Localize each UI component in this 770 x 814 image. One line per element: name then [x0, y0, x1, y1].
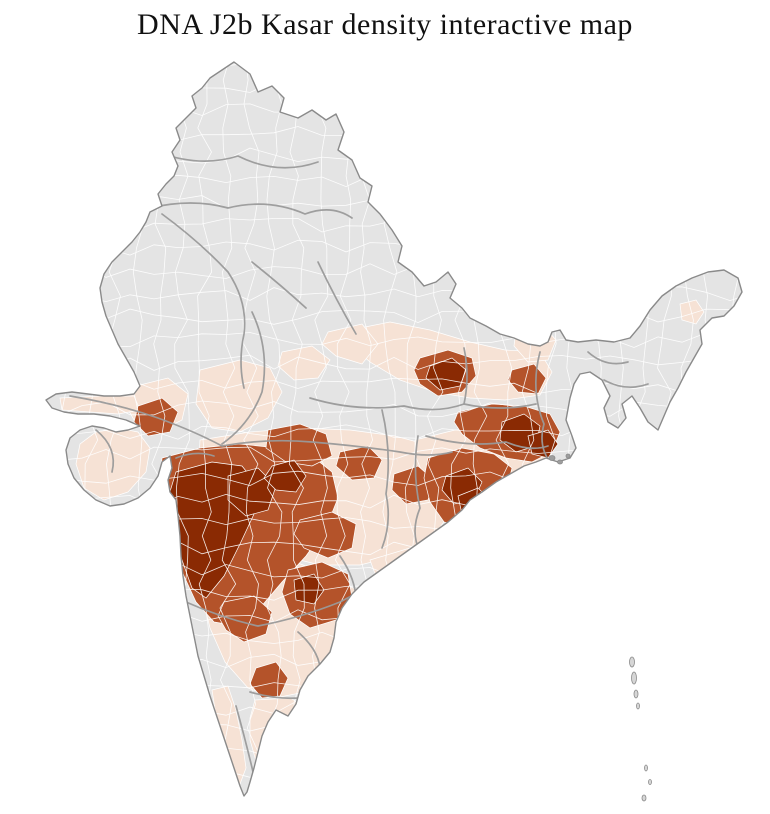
map-region-bihar-dark[interactable] [425, 357, 467, 391]
map-region-rajasthan-southeast[interactable] [195, 359, 283, 433]
island [644, 764, 648, 772]
map-region-vidarbha-spot[interactable] [335, 445, 383, 481]
state-borders [69, 151, 649, 777]
india-outline [45, 61, 743, 797]
delta-islet [557, 459, 563, 465]
island [629, 656, 635, 668]
island [648, 779, 652, 785]
map-region-ahmednagar-lobe[interactable] [227, 467, 277, 517]
page-title: DNA J2b Kasar density interactive map [137, 8, 633, 41]
island [631, 671, 637, 685]
map-region-assam-dot[interactable] [679, 299, 705, 325]
island [641, 794, 647, 802]
map-region-gwalior-patch[interactable] [277, 345, 331, 381]
map-region-karnataka-south-dot[interactable] [249, 661, 289, 699]
island [636, 702, 640, 710]
islands [548, 453, 652, 802]
island [633, 689, 639, 699]
delta-islet [565, 453, 571, 459]
delta-islet [548, 455, 556, 461]
